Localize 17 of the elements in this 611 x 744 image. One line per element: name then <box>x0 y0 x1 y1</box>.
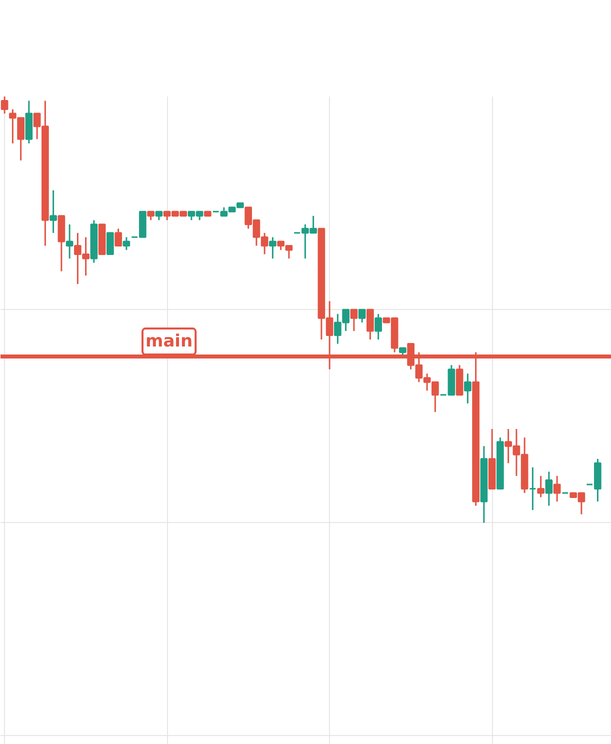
candlestick <box>66 224 74 260</box>
candlestick <box>374 313 382 340</box>
candlestick <box>545 470 553 507</box>
candlestick <box>269 236 276 260</box>
candlestick <box>529 466 536 511</box>
candlestick <box>464 372 472 404</box>
candlestick <box>350 308 358 332</box>
candlestick <box>366 308 374 340</box>
candlestick <box>537 475 544 498</box>
candlestick <box>106 232 114 255</box>
candlestick <box>553 475 561 502</box>
candlestick <box>50 190 57 234</box>
candlestick <box>114 228 122 246</box>
ref-line-label: main <box>146 332 193 352</box>
candlestick <box>358 308 366 324</box>
candlestick <box>0 96 8 114</box>
candlestick <box>122 236 130 251</box>
